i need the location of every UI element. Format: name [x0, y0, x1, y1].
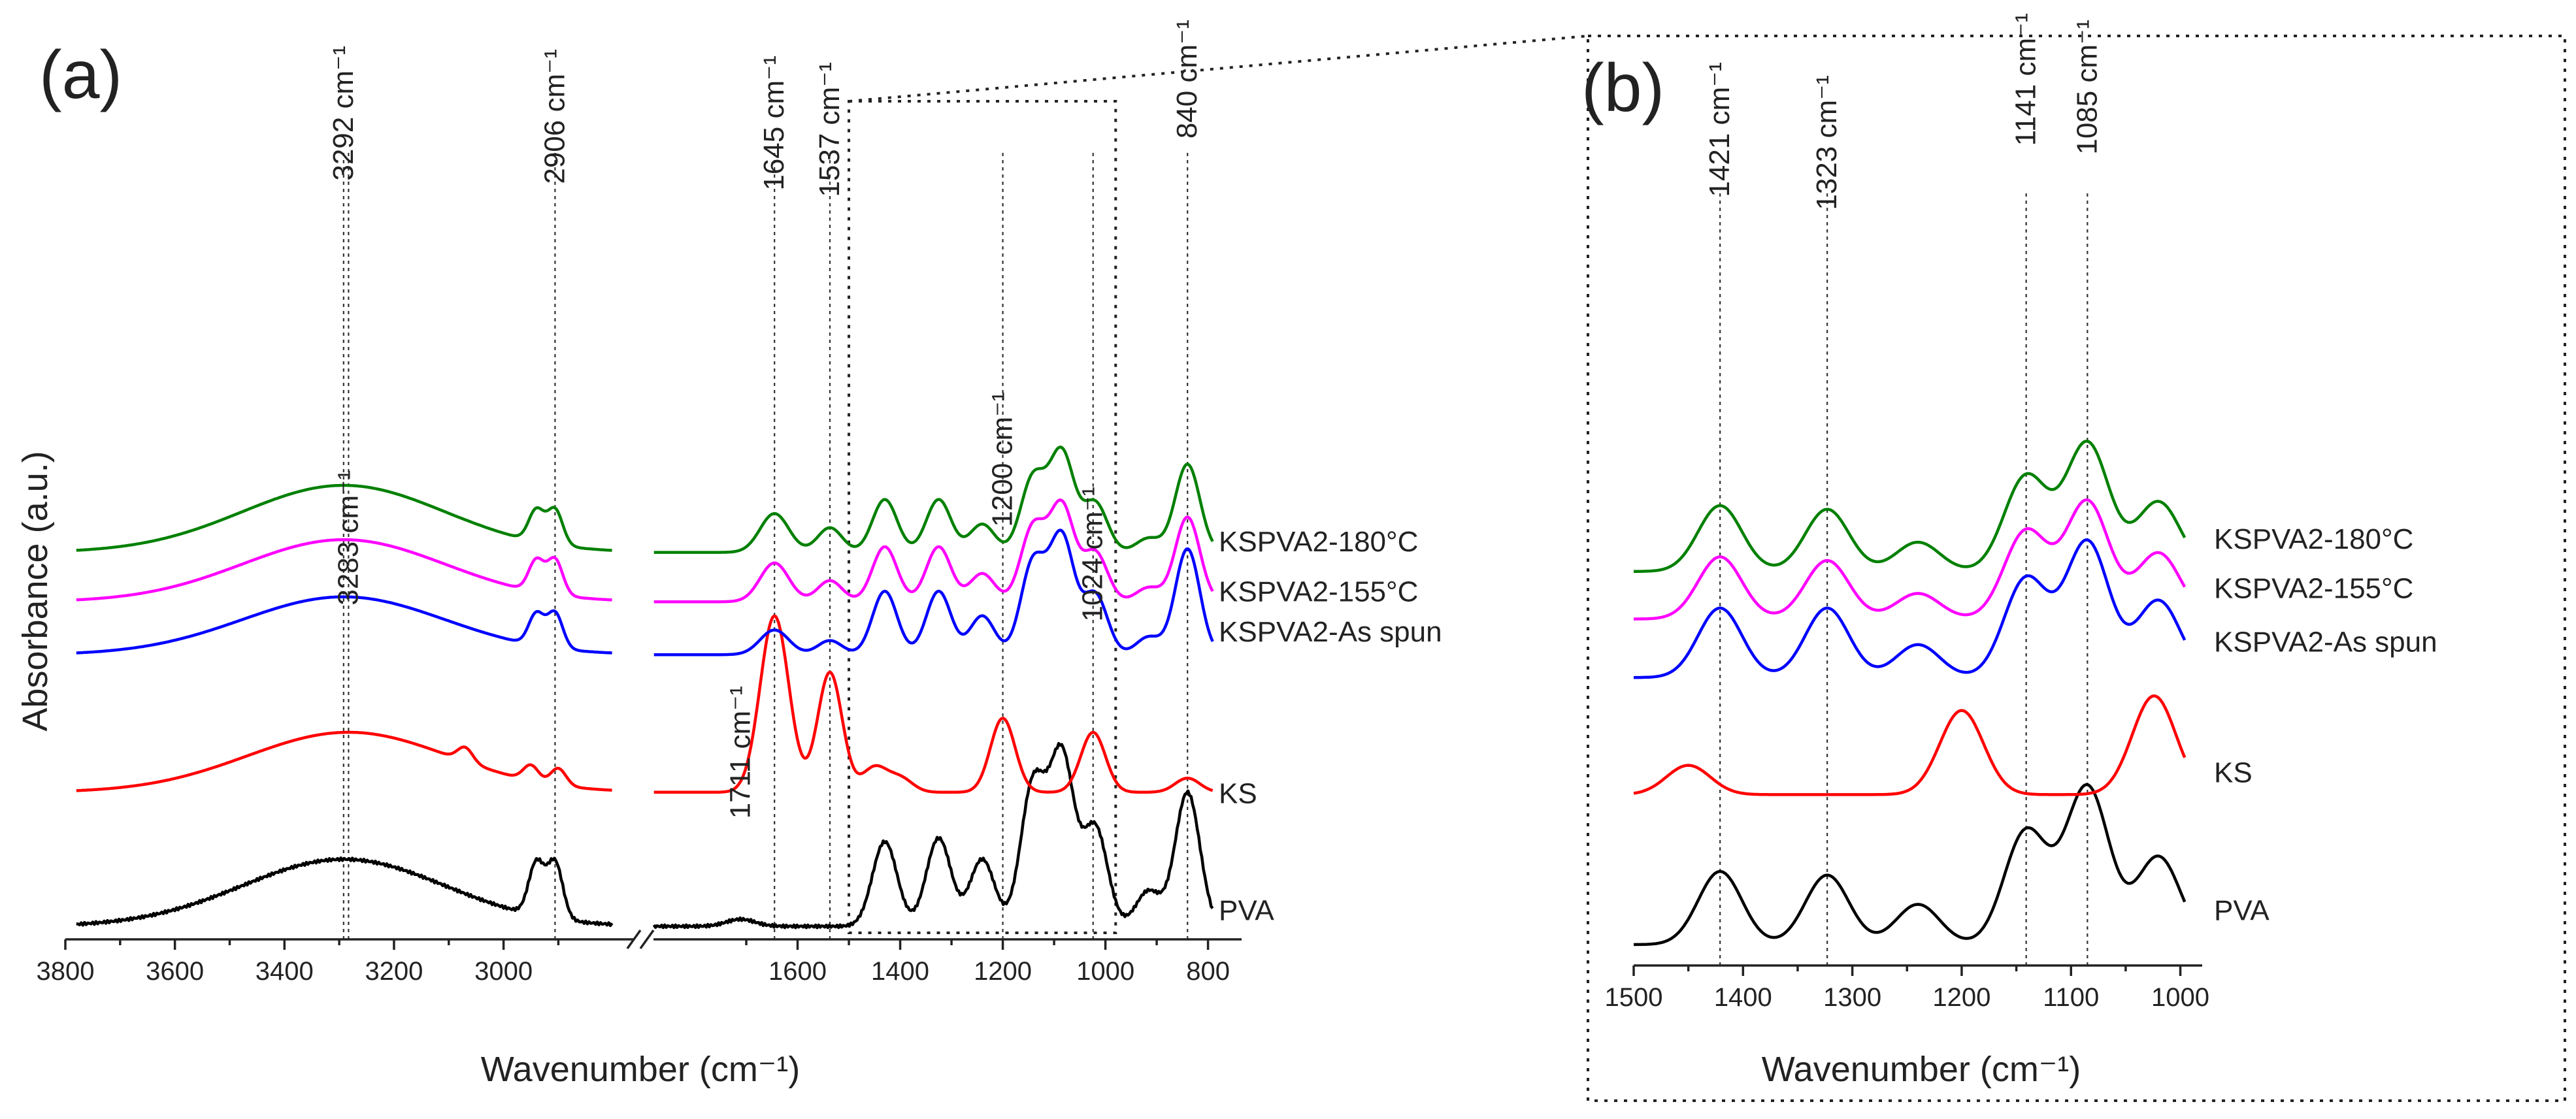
peak-label-1323: 1323 cm⁻¹ — [1811, 75, 1843, 210]
x-tick-label: 1500 — [1605, 983, 1663, 1012]
x-tick-label: 3200 — [365, 957, 423, 986]
spectrum-line-kspva2-155-c-high — [76, 538, 612, 602]
peak-label-1421: 1421 cm⁻¹ — [1704, 62, 1736, 197]
peak-label-1085: 1085 cm⁻¹ — [2071, 20, 2103, 155]
spectrum-line-ks-low — [653, 614, 1214, 794]
panel-a-ticks: 3800 3600 3400 3200 3000 1600 1400 1200 1000 800 — [37, 939, 1230, 986]
panel-a-y-axis-title: Absorbance (a.u.) — [16, 451, 55, 731]
series-label-pva: PVA — [1219, 895, 1274, 927]
spectrum-line-kspva2-155-c — [1633, 498, 2187, 621]
x-tick-label: 1000 — [1076, 957, 1134, 986]
spectrum-line-ks-high — [76, 730, 612, 792]
series-label-kspva2-as-spun: KSPVA2-As spun — [2214, 626, 2437, 658]
spectrum-line-kspva2-180-c — [1633, 440, 2187, 574]
peak-label-3283: 3283 cm⁻¹ — [332, 470, 364, 606]
panel-a-spectra — [76, 446, 1214, 930]
series-label-kspva2-180-c: KSPVA2-180°C — [2214, 523, 2413, 555]
x-tick-label: 1100 — [2043, 983, 2099, 1012]
spectrum-line-kspva2-as-spun-low — [653, 528, 1214, 657]
series-label-ks: KS — [1219, 778, 1257, 810]
x-tick-label: 3600 — [146, 957, 204, 986]
x-tick-label: 3800 — [37, 957, 95, 986]
spectrum-line-ks — [1633, 694, 2187, 796]
peak-label-2906: 2906 cm⁻¹ — [538, 49, 570, 184]
x-tick-label: 1400 — [871, 957, 929, 986]
x-tick-label: 1200 — [1932, 983, 1990, 1012]
panel-a-x-axis-title: Wavenumber (cm⁻¹) — [481, 1050, 801, 1089]
zoom-connector-top — [848, 35, 1589, 103]
panel-b-series-labels: PVA KS KSPVA2-As spun KSPVA2-155°C KSPVA2-18… — [2214, 523, 2437, 926]
spectrum-line-kspva2-180-c-high — [76, 483, 612, 552]
panel-a-axes — [65, 929, 1242, 950]
panel-a: 3800 3600 3400 3200 3000 1600 1400 1200 1000 800 … — [16, 20, 1442, 1089]
x-tick-label: 1400 — [1714, 983, 1772, 1012]
peak-label-840: 840 cm⁻¹ — [1171, 20, 1203, 138]
panel-b-spectra — [1633, 440, 2187, 947]
x-tick-label: 1600 — [768, 957, 827, 986]
panel-b-letter: (b) — [1581, 50, 1664, 126]
x-tick-label: 1000 — [2151, 983, 2209, 1012]
peak-label-1537: 1537 cm⁻¹ — [814, 62, 846, 197]
panel-b: 1500 1400 1300 1200 1100 1000 1421 cm⁻¹ 1323 c… — [1587, 13, 2566, 1102]
panel-a-letter: (a) — [39, 37, 122, 113]
panel-b-frame — [1587, 35, 2566, 1102]
spectrum-line-kspva2-as-spun — [1633, 538, 2187, 679]
spectrum-line-pva-high — [76, 856, 614, 928]
peak-label-3292: 3292 cm⁻¹ — [327, 46, 359, 181]
axis-break-mark — [639, 929, 655, 950]
series-label-kspva2-155-c: KSPVA2-155°C — [1219, 576, 1418, 608]
panel-b-x-axis-title: Wavenumber (cm⁻¹) — [1762, 1050, 2081, 1089]
spectrum-line-pva — [1633, 783, 2187, 947]
peak-label-1645: 1645 cm⁻¹ — [758, 56, 790, 191]
series-label-kspva2-as-spun: KSPVA2-As spun — [1219, 616, 1442, 648]
panel-b-ticks: 1500 1400 1300 1200 1100 1000 — [1605, 965, 2209, 1012]
peak-label-1024: 1024 cm⁻¹ — [1077, 487, 1109, 622]
x-tick-label: 1300 — [1823, 983, 1881, 1012]
peak-label-1711: 1711 cm⁻¹ — [724, 686, 756, 819]
panel-a-series-labels: PVA KS KSPVA2-As spun KSPVA2-155°C KSPVA2-18… — [1219, 526, 1442, 926]
peak-label-1200: 1200 cm⁻¹ — [987, 392, 1019, 527]
panel-a-guides — [342, 150, 1189, 939]
x-tick-label: 3000 — [474, 957, 533, 986]
spectrum-line-kspva2-as-spun-high — [76, 595, 612, 655]
x-tick-label: 1200 — [974, 957, 1032, 986]
series-label-kspva2-180-c: KSPVA2-180°C — [1219, 526, 1418, 558]
series-label-pva: PVA — [2214, 894, 2270, 926]
peak-label-1141: 1141 cm⁻¹ — [2010, 13, 2042, 146]
spectrum-line-kspva2-180-c-low — [653, 446, 1214, 554]
series-label-kspva2-155-c: KSPVA2-155°C — [2214, 572, 2413, 604]
axis-break-mark — [626, 929, 642, 950]
x-tick-label: 800 — [1186, 957, 1230, 986]
spectrum-line-kspva2-155-c-low — [653, 498, 1214, 604]
spectrum-line-pva-low — [652, 741, 1214, 930]
series-label-ks: KS — [2214, 757, 2253, 789]
panel-a-peak-labels: 3292 cm⁻¹ 2906 cm⁻¹ 3283 cm⁻¹ 1645 cm⁻¹ 1537… — [327, 20, 1203, 819]
x-tick-label: 3400 — [256, 957, 314, 986]
panel-b-peak-labels: 1421 cm⁻¹ 1323 cm⁻¹ 1141 cm⁻¹ 1085 cm⁻¹ — [1704, 13, 2103, 210]
